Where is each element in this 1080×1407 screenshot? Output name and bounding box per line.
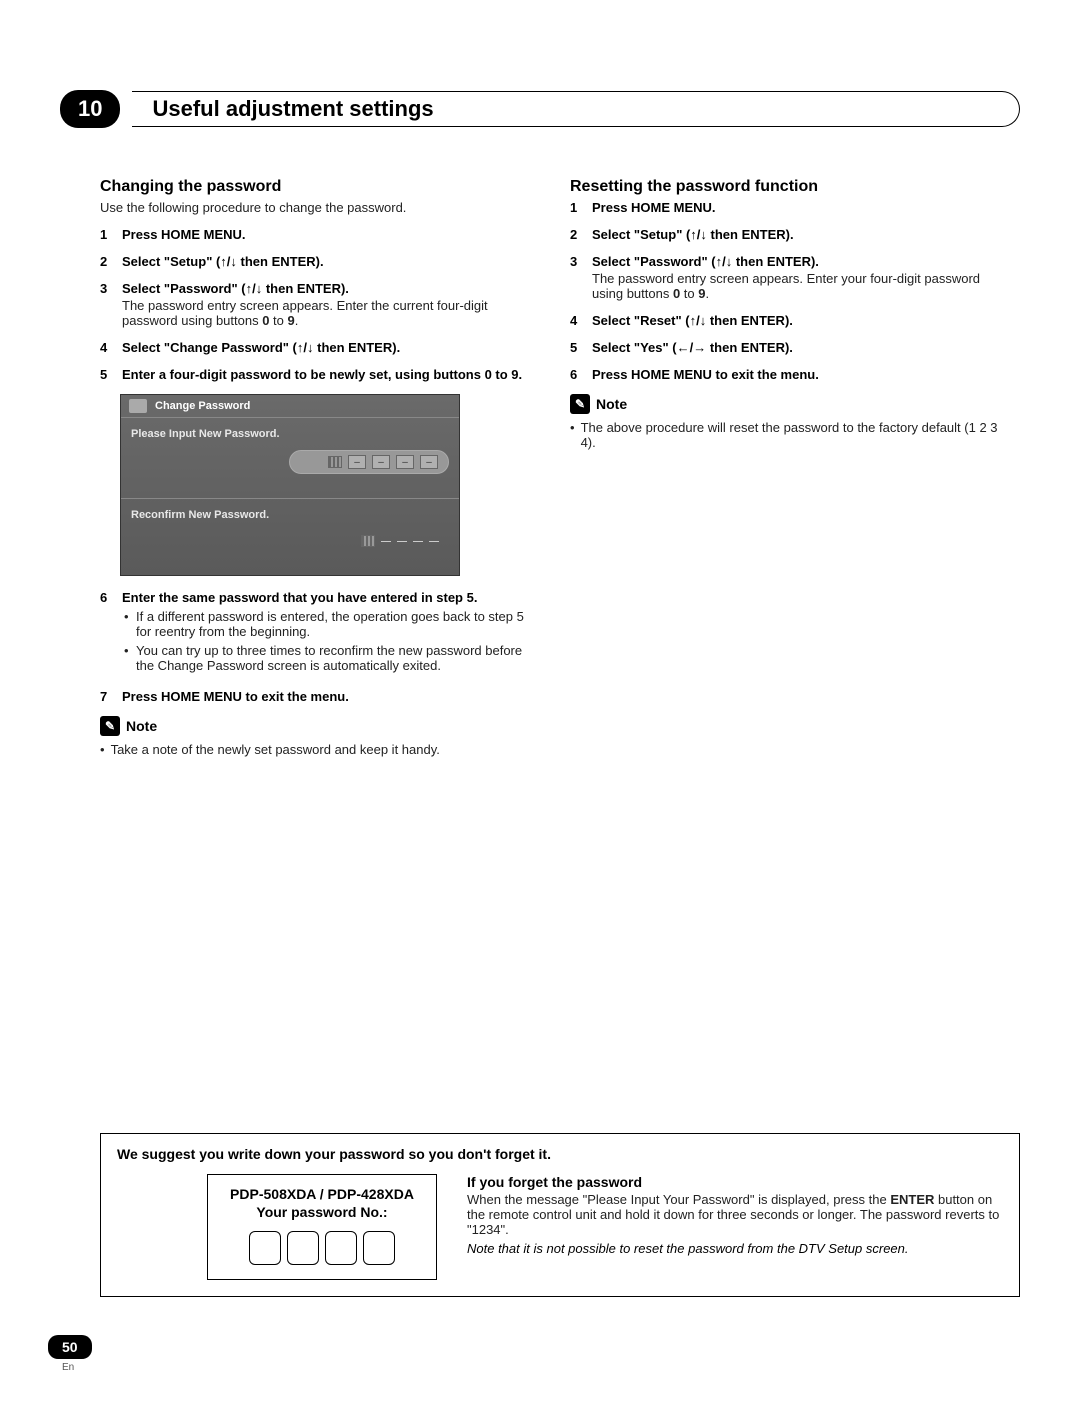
changing-password-steps-cont: 6 Enter the same password that you have …	[100, 590, 530, 704]
changing-password-heading: Changing the password	[100, 178, 530, 196]
password-card: PDP-508XDA / PDP-428XDA Your password No…	[207, 1174, 437, 1280]
up-down-arrows-icon: ↑/↓	[690, 313, 707, 328]
changing-password-intro: Use the following procedure to change th…	[100, 200, 530, 215]
keypad-icon	[361, 535, 375, 547]
keypad-icon	[328, 456, 342, 468]
page-number: 50	[48, 1335, 92, 1359]
changing-password-steps: 1 Press HOME MENU. 2 Select "Setup" (↑/↓…	[100, 227, 530, 382]
ui-reconfirm-label: Reconfirm New Password.	[131, 509, 449, 521]
page-language: En	[62, 1362, 74, 1373]
pencil-icon: ✎	[100, 716, 120, 736]
up-down-arrows-icon: ↑/↓	[220, 254, 237, 269]
pencil-icon: ✎	[570, 394, 590, 414]
left-right-arrows-icon: ←/→	[677, 340, 707, 355]
note-block-right: ✎Note The above procedure will reset the…	[570, 394, 1000, 450]
reminder-heading: We suggest you write down your password …	[117, 1146, 1003, 1162]
chapter-header: 10 Useful adjustment settings	[60, 90, 1020, 128]
chapter-title: Useful adjustment settings	[152, 96, 433, 121]
wrench-icon	[129, 399, 147, 413]
up-down-arrows-icon: ↑/↓	[690, 227, 707, 242]
up-down-arrows-icon: ↑/↓	[297, 340, 314, 355]
note-block-left: ✎Note Take a note of the newly set passw…	[100, 716, 530, 757]
ui-title: Change Password	[155, 400, 250, 412]
ui-new-password-field: – – – –	[289, 450, 449, 474]
up-down-arrows-icon: ↑/↓	[246, 281, 263, 296]
up-down-arrows-icon: ↑/↓	[716, 254, 733, 269]
change-password-ui: Change Password Please Input New Passwor…	[120, 394, 460, 576]
forget-password-block: If you forget the password When the mess…	[467, 1174, 1003, 1280]
resetting-password-heading: Resetting the password function	[570, 178, 1000, 196]
ui-reconfirm-field	[289, 531, 449, 551]
password-reminder-panel: We suggest you write down your password …	[100, 1133, 1020, 1297]
password-digit-boxes	[222, 1231, 422, 1265]
resetting-password-steps: 1 Press HOME MENU. 2 Select "Setup" (↑/↓…	[570, 200, 1000, 382]
ui-new-password-label: Please Input New Password.	[131, 428, 449, 440]
chapter-number: 10	[60, 90, 120, 128]
